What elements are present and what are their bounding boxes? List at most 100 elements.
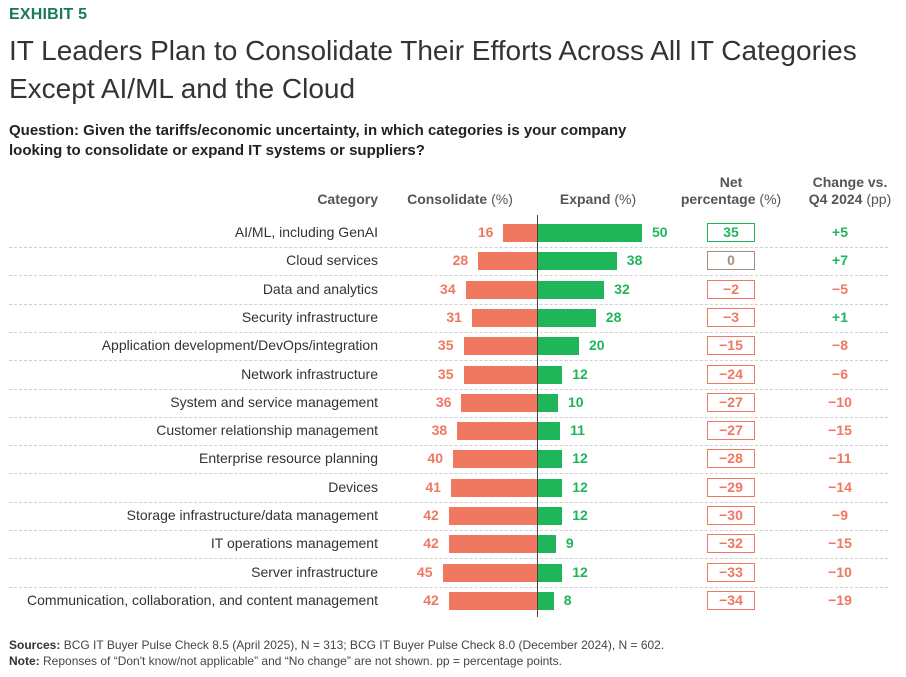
header-expand-label: Expand — [559, 191, 611, 207]
note-label: Note: — [9, 654, 40, 668]
header-category: Category — [300, 191, 378, 208]
net-percentage-box: 35 — [707, 223, 755, 242]
row-divider — [9, 331, 888, 333]
expand-bar — [537, 450, 563, 469]
net-percentage-box: −27 — [707, 392, 755, 412]
category-label: Devices — [328, 478, 378, 495]
expand-value: 12 — [572, 450, 588, 467]
row-divider — [9, 275, 888, 277]
note-text: Reponses of “Don't know/not applicable” … — [39, 654, 562, 668]
row-divider — [9, 501, 888, 503]
expand-bar — [537, 224, 642, 242]
expand-bar — [537, 507, 563, 525]
expand-value: 12 — [572, 478, 588, 495]
consolidate-bar — [448, 507, 537, 525]
change-value: −9 — [832, 507, 848, 523]
survey-question: Question: Given the tariffs/economic unc… — [9, 122, 627, 159]
change-value: −10 — [828, 563, 852, 580]
category-label: Security infrastructure — [241, 308, 378, 325]
expand-bar — [537, 591, 554, 610]
header-change: Change vs. Q4 2024 (pp) — [796, 174, 904, 208]
consolidate-bar — [463, 365, 537, 384]
net-percentage-box: −27 — [707, 421, 755, 441]
expand-bar — [537, 337, 579, 356]
change-value: +7 — [832, 252, 848, 269]
expand-bar — [537, 280, 605, 299]
expand-value: 8 — [563, 591, 572, 608]
net-percentage-box: −15 — [707, 336, 755, 356]
header-net: Net percentage (%) — [672, 174, 790, 208]
change-value: −8 — [832, 337, 848, 354]
net-percentage-box: −28 — [707, 449, 755, 469]
expand-bar — [537, 535, 556, 554]
consolidate-value: 35 — [437, 365, 454, 382]
expand-bar — [537, 563, 563, 582]
category-label: Application development/DevOps/integrati… — [101, 337, 378, 354]
category-label: System and service management — [170, 393, 378, 410]
expand-bar — [537, 422, 561, 441]
consolidate-bar — [448, 535, 537, 554]
consolidate-bar — [450, 478, 537, 497]
consolidate-value: 16 — [477, 224, 494, 240]
header-change-unit: (pp) — [866, 191, 892, 207]
expand-value: 12 — [572, 365, 588, 382]
change-value: +1 — [832, 308, 848, 325]
expand-value: 9 — [565, 535, 574, 552]
header-category-label: Category — [317, 191, 378, 207]
net-percentage-box: −30 — [707, 506, 755, 525]
category-label: Data and analytics — [262, 280, 378, 297]
net-percentage-box: −29 — [707, 477, 755, 497]
consolidate-value: 42 — [423, 507, 439, 523]
consolidate-bar — [461, 393, 537, 412]
footer-note: Note: Reponses of “Don't know/not applic… — [9, 654, 562, 668]
consolidate-bar — [503, 224, 537, 242]
header-expand-unit: (%) — [614, 191, 637, 207]
category-label: Network infrastructure — [241, 365, 378, 382]
net-percentage-box: −3 — [707, 307, 755, 327]
expand-bar — [537, 308, 596, 327]
expand-value: 50 — [652, 224, 668, 240]
category-label: Storage infrastructure/data management — [126, 507, 378, 523]
consolidate-value: 28 — [452, 252, 469, 269]
category-label: Enterprise resource planning — [199, 450, 378, 467]
change-value: −19 — [828, 591, 852, 608]
consolidate-value: 31 — [446, 308, 462, 325]
net-percentage-box: −34 — [707, 590, 755, 610]
consolidate-value: 38 — [431, 422, 448, 439]
expand-value: 20 — [589, 337, 605, 354]
consolidate-bar — [465, 280, 537, 299]
row-divider — [9, 388, 888, 390]
header-consolidate-label: Consolidate — [407, 191, 488, 207]
consolidate-value: 42 — [423, 591, 439, 608]
consolidate-bar — [471, 308, 537, 327]
net-percentage-box: −33 — [707, 562, 755, 582]
category-label: Customer relationship management — [156, 422, 378, 439]
expand-value: 11 — [570, 422, 585, 439]
expand-bar — [537, 393, 558, 412]
expand-value: 12 — [572, 507, 588, 523]
chart-title: IT Leaders Plan to Consolidate Their Eff… — [9, 35, 857, 104]
change-value: −11 — [828, 450, 852, 467]
row-divider — [9, 445, 888, 447]
expand-value: 38 — [626, 252, 643, 269]
consolidate-value: 34 — [440, 280, 456, 297]
row-divider — [9, 303, 888, 305]
header-change-line2: Q4 2024 — [808, 191, 863, 207]
header-consolidate: Consolidate (%) — [400, 191, 520, 208]
header-net-line2: percentage — [680, 191, 756, 207]
expand-bar — [537, 365, 563, 384]
header-change-line1: Change vs. — [812, 174, 888, 190]
change-value: −15 — [828, 535, 852, 552]
change-value: −10 — [828, 393, 852, 410]
consolidate-bar — [478, 252, 537, 271]
row-divider — [9, 416, 888, 418]
row-divider — [9, 247, 888, 248]
category-label: AI/ML, including GenAI — [234, 224, 378, 240]
row-divider — [9, 473, 888, 475]
category-label: IT operations management — [210, 535, 378, 552]
row-divider — [9, 530, 888, 531]
consolidate-bar — [457, 422, 537, 441]
net-percentage-box: −32 — [707, 534, 755, 554]
row-divider — [9, 558, 888, 560]
consolidate-value: 36 — [435, 393, 452, 410]
